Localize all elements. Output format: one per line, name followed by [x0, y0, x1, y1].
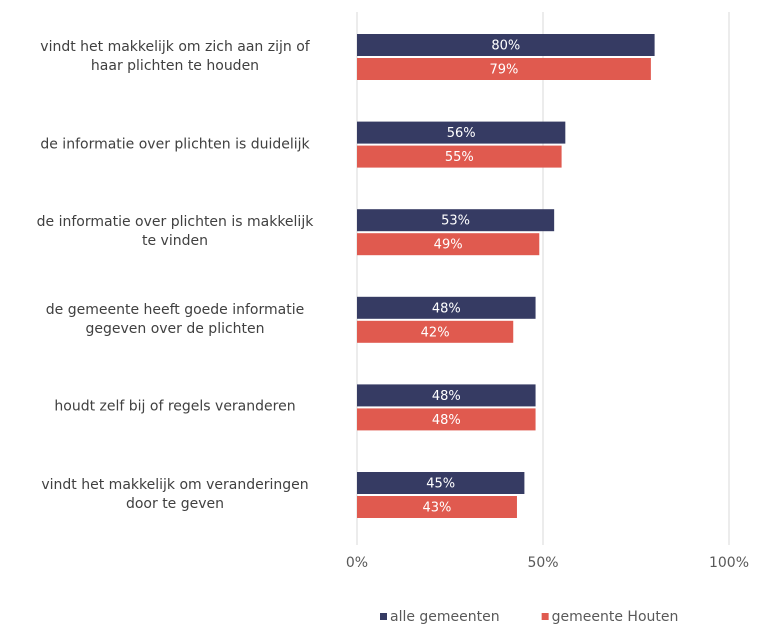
category-label: de gemeente heeft goede informatie gegev…: [45, 301, 305, 337]
category-label: vindt het makkelijk om zich aan zijn of …: [40, 39, 310, 74]
value-label: 80%: [491, 39, 520, 54]
value-label: 48%: [432, 389, 461, 404]
value-label: 42%: [421, 325, 450, 340]
bar: [357, 233, 540, 256]
value-label: 49%: [434, 238, 463, 253]
bar: [357, 408, 536, 431]
bar: [357, 34, 655, 56]
category-label: de informatie over plichten is makkelijk…: [36, 214, 314, 250]
bar: [357, 58, 651, 80]
category-label: vindt het makkelijk om veranderingen doo…: [41, 477, 309, 512]
value-label: 56%: [447, 126, 476, 141]
x-tick-label: 50%: [527, 555, 558, 571]
category-label: de informatie over plichten is duidelijk: [40, 136, 310, 153]
value-label: 48%: [432, 413, 461, 428]
bar: [357, 320, 514, 343]
bar: [357, 209, 555, 232]
category-label: houdt zelf bij of regels veranderen: [54, 398, 296, 415]
value-label: 45%: [426, 477, 455, 492]
x-tick-label: 0%: [346, 555, 368, 571]
value-label: 79%: [489, 63, 518, 78]
value-label: 48%: [432, 301, 461, 316]
bar: [357, 296, 536, 319]
legend-label: gemeente Houten: [552, 609, 679, 625]
bar: [357, 496, 517, 518]
bar: [357, 472, 525, 494]
value-label: 55%: [445, 150, 474, 165]
value-label: 43%: [423, 501, 452, 516]
x-tick-label: 100%: [709, 555, 749, 571]
legend-marker: [541, 613, 549, 620]
bar: [357, 145, 562, 168]
bar: [357, 121, 566, 144]
bar: [357, 384, 536, 407]
legend-marker: [380, 613, 387, 620]
legend-label: alle gemeenten: [390, 609, 500, 625]
value-label: 53%: [441, 214, 470, 229]
